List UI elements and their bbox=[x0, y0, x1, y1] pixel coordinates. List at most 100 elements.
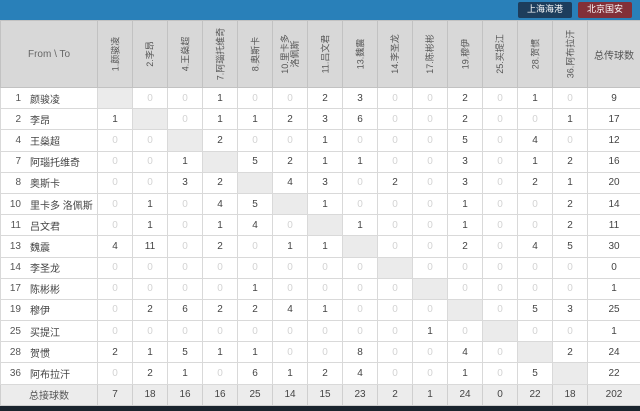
pass-count-cell: 0 bbox=[133, 151, 168, 172]
pass-count-cell: 2 bbox=[308, 88, 343, 109]
pass-count-cell: 0 bbox=[378, 321, 413, 342]
pass-count-cell bbox=[378, 257, 413, 278]
player-name: 吕文君 bbox=[30, 218, 60, 233]
pass-count-cell: 1 bbox=[273, 363, 308, 384]
pass-count-cell: 0 bbox=[378, 236, 413, 257]
pass-count-cell: 3 bbox=[308, 172, 343, 193]
pass-count-cell: 0 bbox=[168, 215, 203, 236]
pass-count-cell: 0 bbox=[203, 257, 238, 278]
pass-count-cell bbox=[553, 363, 588, 384]
pass-count-cell: 0 bbox=[378, 109, 413, 130]
column-total-cell: 18 bbox=[133, 384, 168, 405]
pass-count-cell: 0 bbox=[518, 321, 553, 342]
pass-count-cell: 1 bbox=[168, 151, 203, 172]
pass-count-cell bbox=[238, 172, 273, 193]
player-name: 贺惯 bbox=[30, 345, 50, 360]
pass-count-cell: 3 bbox=[343, 88, 378, 109]
player-column-header: 14.李圣龙 bbox=[378, 21, 413, 88]
team-button-shanghai-port[interactable]: 上海海港 bbox=[518, 2, 572, 18]
pass-count-cell: 0 bbox=[343, 193, 378, 214]
pass-count-cell: 0 bbox=[273, 130, 308, 151]
pass-count-cell: 0 bbox=[378, 88, 413, 109]
pass-count-cell: 0 bbox=[98, 363, 133, 384]
pass-count-cell: 0 bbox=[168, 193, 203, 214]
pass-count-cell bbox=[98, 88, 133, 109]
player-row-label: 28 贺惯 bbox=[1, 342, 98, 363]
player-column-header: 36.阿布拉汗 bbox=[553, 21, 588, 88]
pass-count-cell: 0 bbox=[378, 342, 413, 363]
pass-count-cell: 2 bbox=[448, 109, 483, 130]
player-number: 1 bbox=[1, 93, 21, 104]
pass-count-cell: 1 bbox=[308, 130, 343, 151]
pass-count-cell: 0 bbox=[168, 236, 203, 257]
player-name: 穆伊 bbox=[30, 302, 50, 317]
pass-count-cell: 1 bbox=[203, 342, 238, 363]
player-name: 陈彬彬 bbox=[30, 281, 60, 296]
pass-count-cell bbox=[448, 299, 483, 320]
pass-count-cell: 0 bbox=[483, 342, 518, 363]
pass-count-cell: 0 bbox=[378, 363, 413, 384]
player-number: 8 bbox=[1, 177, 21, 188]
pass-count-cell: 1 bbox=[343, 215, 378, 236]
pass-count-cell: 2 bbox=[448, 88, 483, 109]
pass-count-cell: 1 bbox=[133, 342, 168, 363]
pass-count-cell: 1 bbox=[203, 88, 238, 109]
pass-count-cell: 0 bbox=[518, 193, 553, 214]
pass-count-cell: 1 bbox=[448, 193, 483, 214]
pass-count-cell: 1 bbox=[308, 236, 343, 257]
pass-count-cell: 0 bbox=[343, 299, 378, 320]
pass-count-cell: 0 bbox=[483, 109, 518, 130]
pass-count-cell: 5 bbox=[168, 342, 203, 363]
pass-count-cell: 2 bbox=[553, 151, 588, 172]
column-total-cell: 7 bbox=[98, 384, 133, 405]
pass-count-cell: 0 bbox=[273, 215, 308, 236]
pass-count-cell: 0 bbox=[518, 109, 553, 130]
player-column-header: 25.买提江 bbox=[483, 21, 518, 88]
pass-count-cell: 0 bbox=[98, 151, 133, 172]
pass-count-cell: 0 bbox=[343, 321, 378, 342]
pass-count-cell: 0 bbox=[273, 321, 308, 342]
column-total-cell: 22 bbox=[518, 384, 553, 405]
pass-count-cell: 5 bbox=[238, 151, 273, 172]
player-column-header: 1.颜骏凌 bbox=[98, 21, 133, 88]
column-total-cell: 16 bbox=[203, 384, 238, 405]
player-name: 里卡多 洛佩斯 bbox=[30, 197, 93, 212]
pass-count-cell: 2 bbox=[203, 299, 238, 320]
pass-count-cell: 4 bbox=[273, 172, 308, 193]
player-number: 7 bbox=[1, 156, 21, 167]
pass-count-cell: 2 bbox=[273, 109, 308, 130]
pass-count-cell: 0 bbox=[553, 278, 588, 299]
column-total-cell: 1 bbox=[413, 384, 448, 405]
pass-count-cell: 1 bbox=[448, 363, 483, 384]
pass-count-cell: 2 bbox=[378, 172, 413, 193]
pass-count-cell: 0 bbox=[133, 278, 168, 299]
row-total-cell: 1 bbox=[588, 278, 640, 299]
row-total-cell: 17 bbox=[588, 109, 640, 130]
pass-count-cell: 0 bbox=[483, 130, 518, 151]
player-column-header: 8.奥斯卡 bbox=[238, 21, 273, 88]
pass-count-cell: 1 bbox=[133, 193, 168, 214]
pass-count-cell: 0 bbox=[448, 321, 483, 342]
pass-count-cell: 0 bbox=[308, 278, 343, 299]
player-number: 28 bbox=[1, 347, 21, 358]
pass-count-cell: 4 bbox=[343, 363, 378, 384]
pass-count-cell: 0 bbox=[483, 257, 518, 278]
pass-count-cell: 3 bbox=[448, 172, 483, 193]
pass-count-cell: 0 bbox=[133, 321, 168, 342]
row-total-cell: 30 bbox=[588, 236, 640, 257]
pass-count-cell: 0 bbox=[98, 321, 133, 342]
row-total-cell: 22 bbox=[588, 363, 640, 384]
pass-count-cell: 0 bbox=[483, 151, 518, 172]
team-button-beijing-guoan[interactable]: 北京国安 bbox=[578, 2, 632, 18]
